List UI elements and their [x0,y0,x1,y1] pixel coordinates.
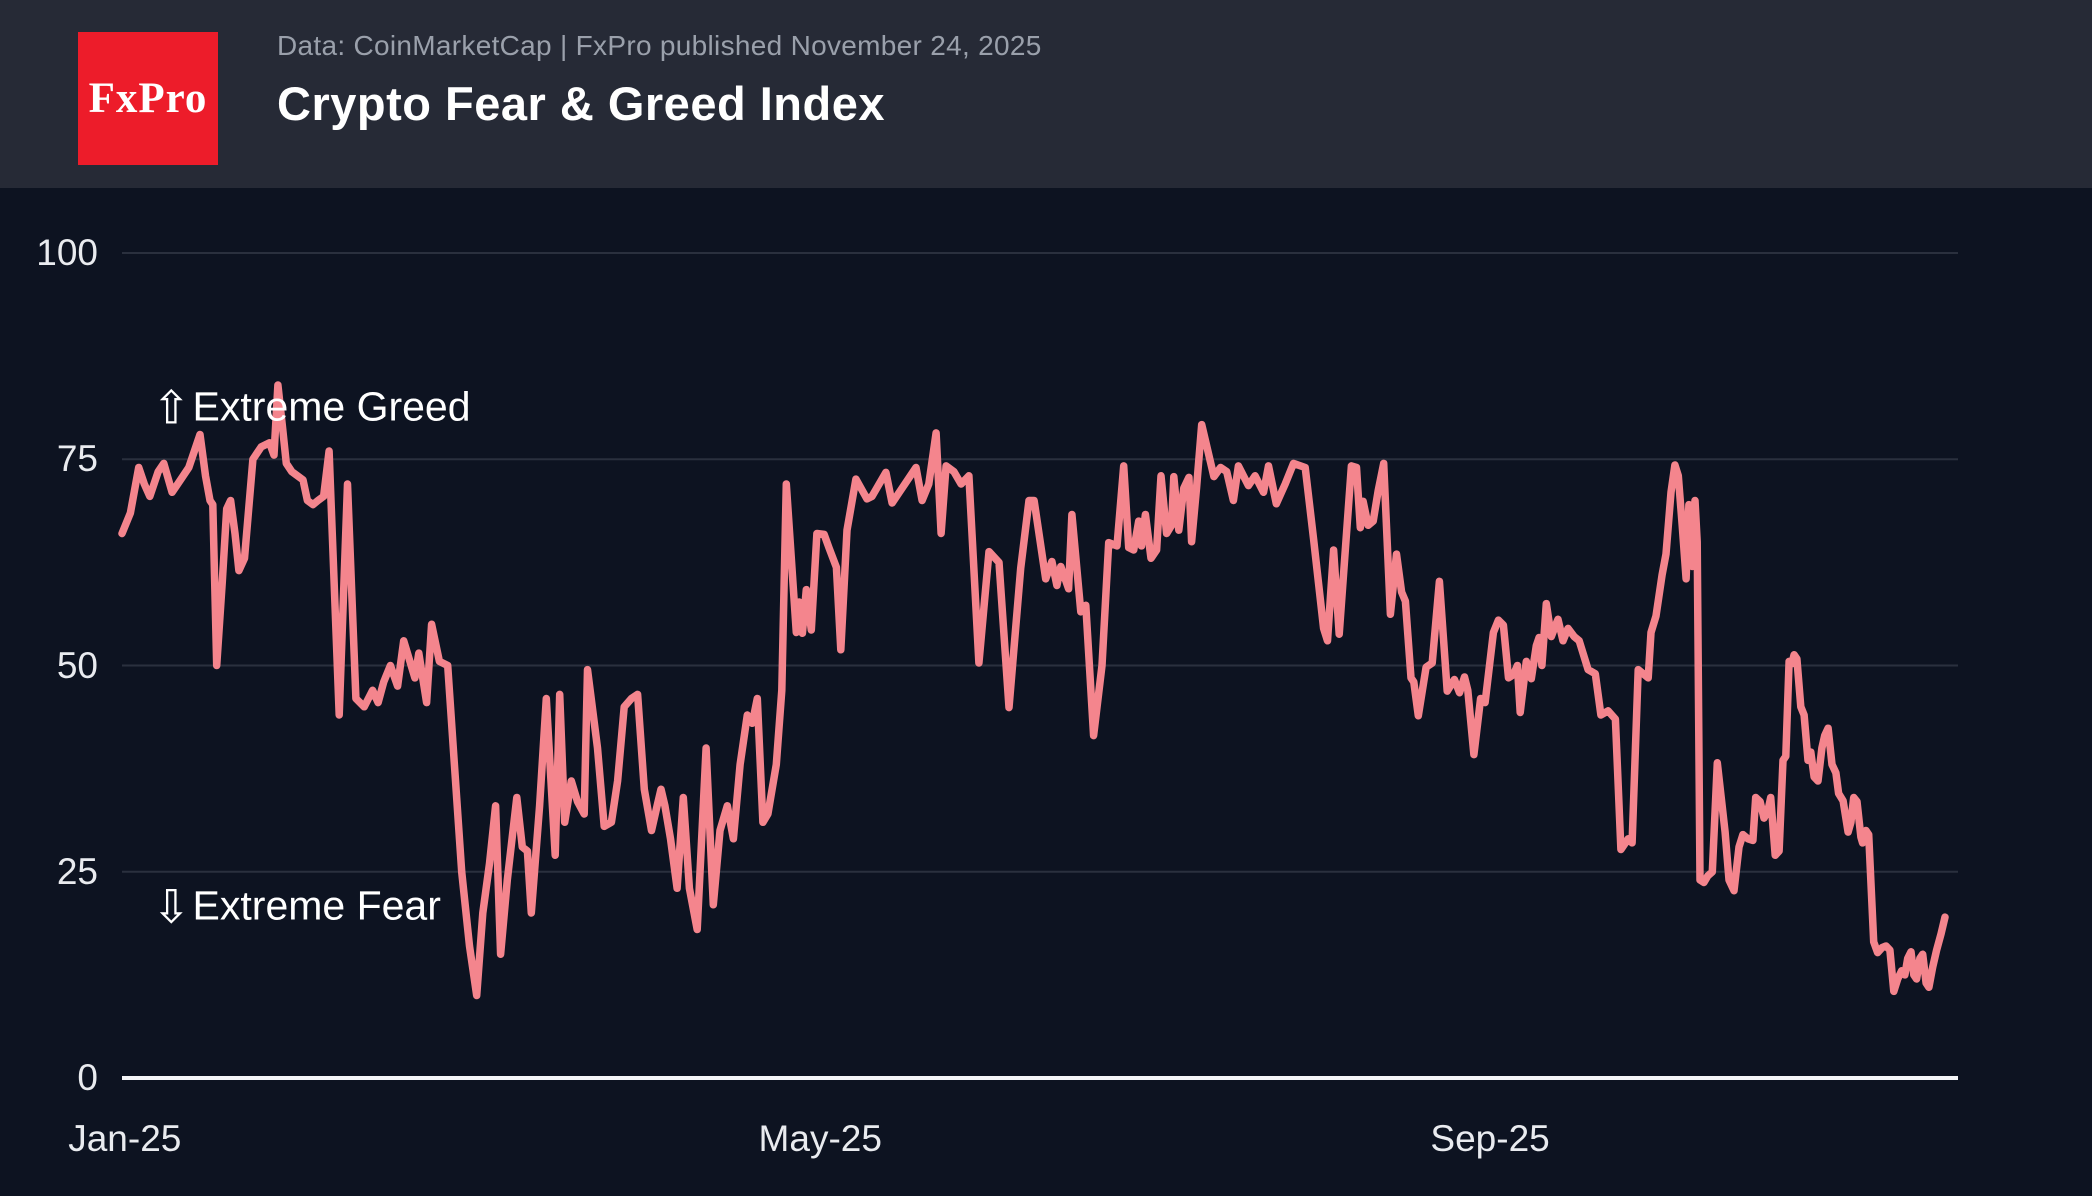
extreme-greed-label: Extreme Greed [192,383,471,430]
x-axis-tick-label: May-25 [758,1118,882,1159]
index-line-series [118,381,1949,1000]
header-titles: Data: CoinMarketCap | FxPro published No… [277,30,1042,131]
y-axis-tick-label: 25 [56,850,98,892]
y-axis-tick-label: 0 [77,1057,98,1098]
x-axis-tick-label: Jan-25 [68,1118,182,1159]
fxpro-logo: FxPro [78,32,218,165]
chart-subtitle: Data: CoinMarketCap | FxPro published No… [277,30,1042,61]
y-axis-tick-label: 50 [56,644,98,686]
y-axis-tick-label: 100 [36,232,98,273]
page-title: Crypto Fear & Greed Index [277,77,885,130]
extreme-fear-label: Extreme Fear [192,882,441,929]
down-arrow-icon: ⇩ [152,880,191,932]
extreme-greed-annotation: ⇧ Extreme Greed [152,384,471,431]
extreme-fear-annotation: ⇩ Extreme Fear [152,883,441,930]
fxpro-logo-text: FxPro [88,75,208,122]
header-bar: FxPro Data: CoinMarketCap | FxPro publis… [0,0,2092,188]
y-axis-tick-label: 75 [56,438,98,480]
up-arrow-icon: ⇧ [152,381,191,433]
x-axis-tick-label: Sep-25 [1430,1118,1550,1159]
